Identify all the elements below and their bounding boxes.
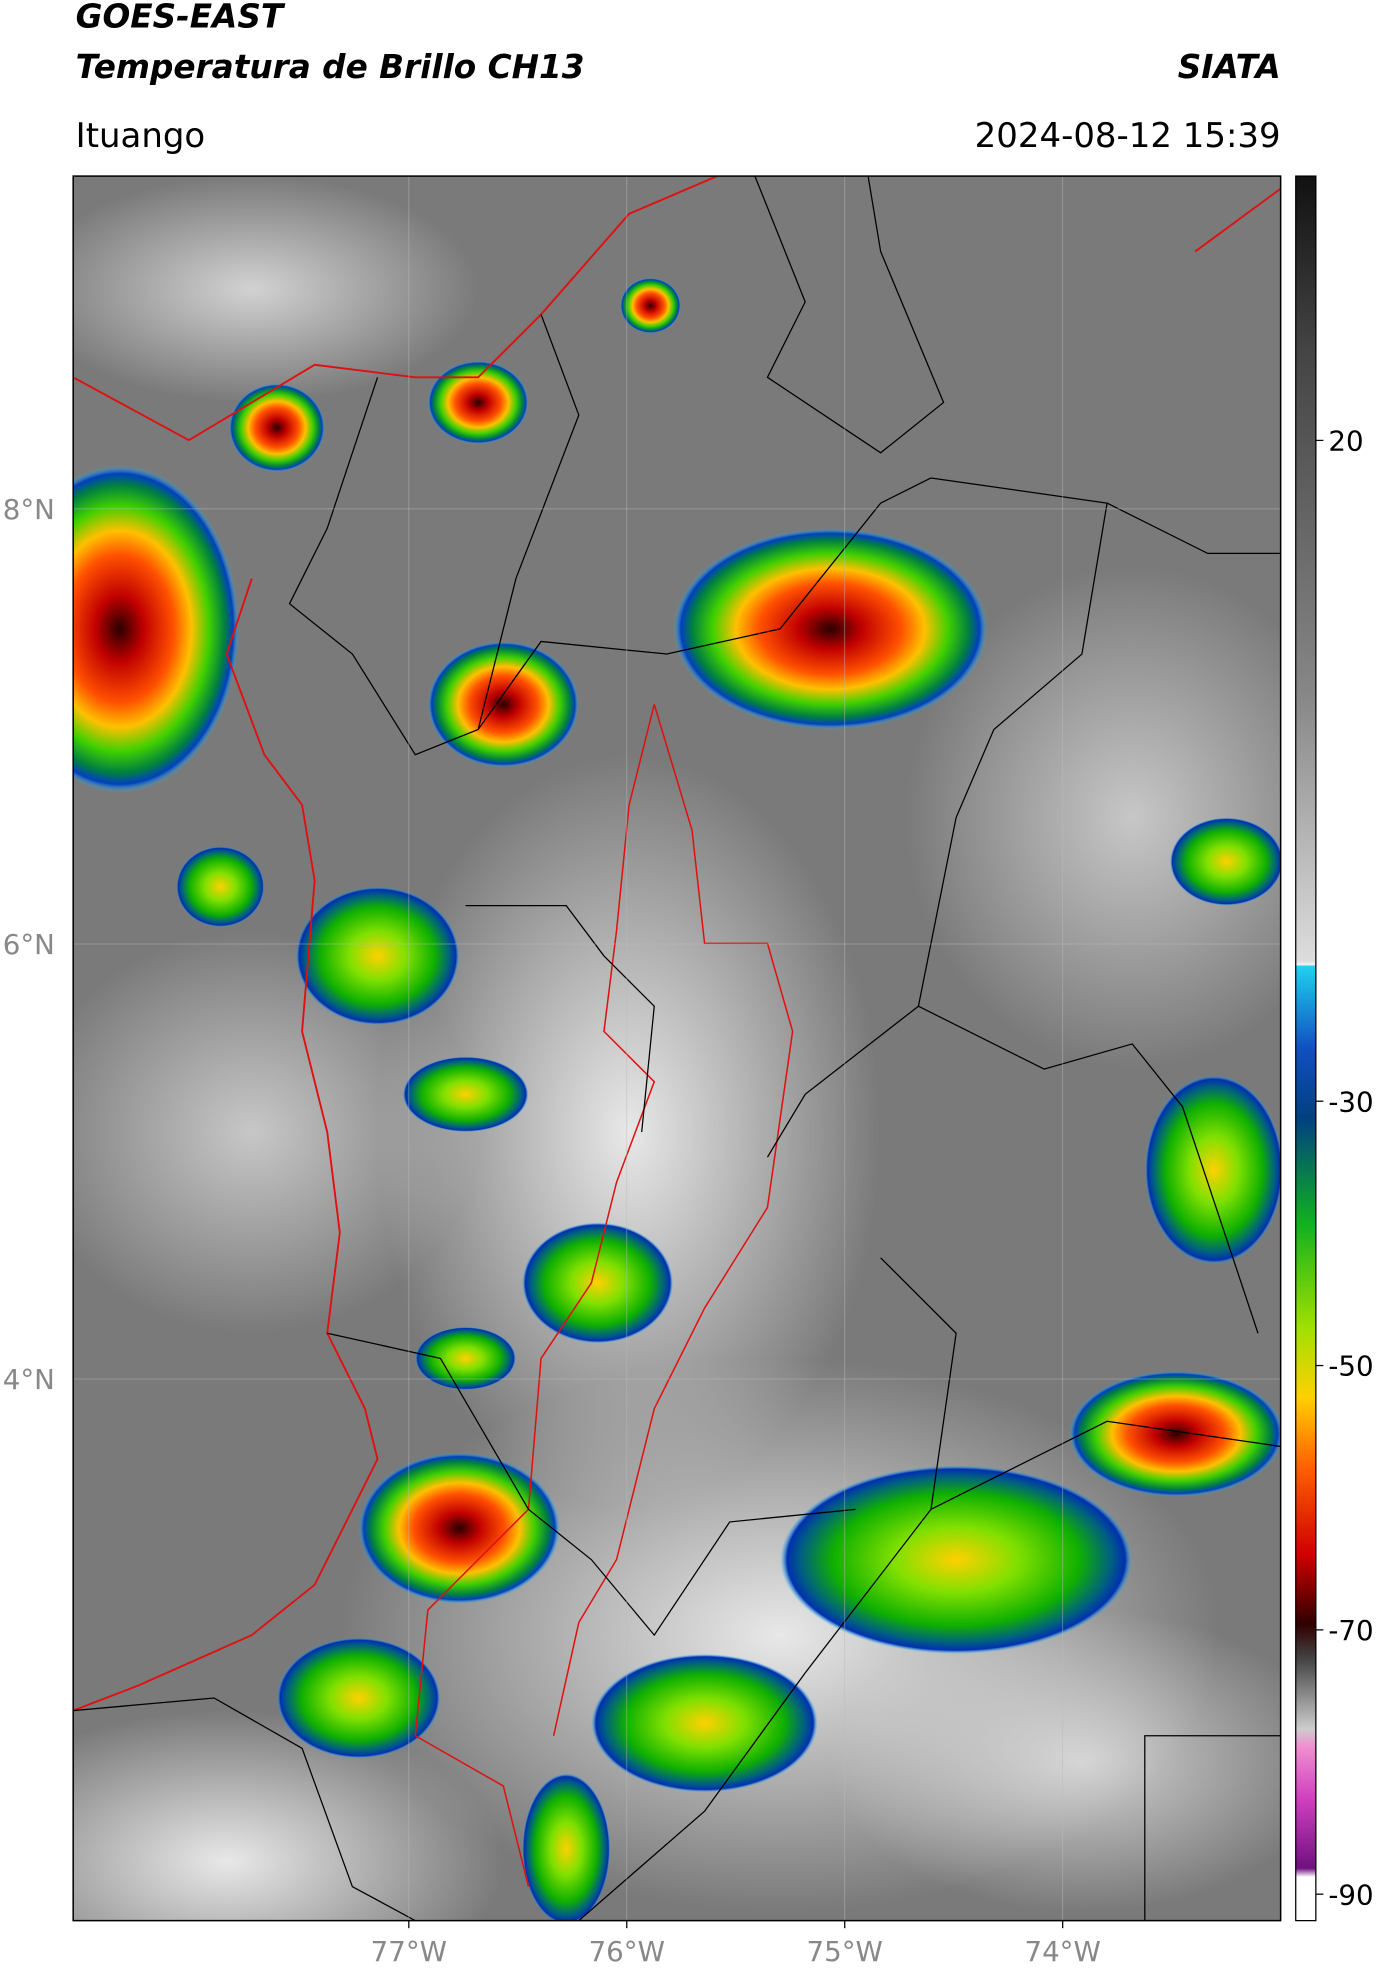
colorbar-tick-label: -70 [1328,1614,1373,1647]
title: GOES-EAST [76,0,286,36]
colorbar [1295,175,1317,1922]
colorbar-tick-label: -90 [1328,1878,1373,1911]
colorbar-tick-label: -50 [1328,1350,1373,1383]
y-tick-label: 6°N [3,928,55,961]
graticule [73,176,1281,1921]
colorbar-tick-label: 20 [1328,424,1363,457]
agency: SIATA [1178,48,1281,86]
map-frame [72,175,1282,1922]
subtitle: Temperatura de Brillo CH13 [76,48,585,86]
satellite-image [73,176,1281,1921]
colorbar-tick-label: -30 [1328,1085,1373,1118]
x-tick-label: 74°W [1024,1935,1100,1968]
y-tick-label: 8°N [3,493,55,526]
timestamp: 2024-08-12 15:39 [975,116,1281,156]
x-tick-label: 77°W [371,1935,447,1968]
x-tick-label: 75°W [807,1935,883,1968]
x-tick-label: 76°W [589,1935,665,1968]
y-tick-label: 4°N [3,1363,55,1396]
location: Ituango [76,116,206,156]
